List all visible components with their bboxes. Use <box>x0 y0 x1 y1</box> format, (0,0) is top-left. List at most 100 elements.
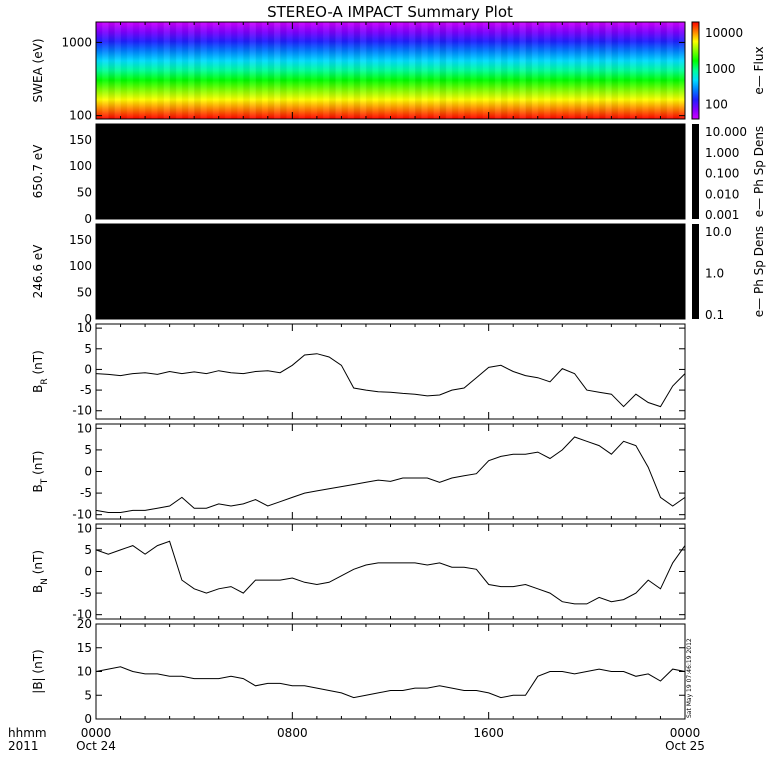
spectrogram-band <box>298 22 306 119</box>
timestamp-stamp: Sat May 19 07:46:19 2012 <box>686 638 693 718</box>
colorbar-tick-label: 0.010 <box>705 187 739 201</box>
spectrogram-band <box>145 22 152 119</box>
spectrogram-band <box>568 22 576 119</box>
y-tick-label: 100 <box>69 109 92 123</box>
colorbar-tick-label: 10000 <box>705 26 743 40</box>
y-axis-label: SWEA (eV) <box>31 38 45 102</box>
spectrogram-band <box>654 22 661 119</box>
y-tick-label: 150 <box>69 233 92 247</box>
spectrogram-band <box>635 22 643 119</box>
spectrogram-band <box>513 22 520 119</box>
spectrogram-band <box>556 22 563 119</box>
spectrogram-band <box>372 22 379 119</box>
y-tick-label: 5 <box>84 342 92 356</box>
y-tick-label: 10 <box>77 665 92 679</box>
spectrogram-band <box>310 22 318 119</box>
pitch-angle-map <box>96 124 685 219</box>
spectrogram-band <box>494 22 502 119</box>
spectrogram-band <box>218 22 226 119</box>
y-tick-label: -10 <box>72 508 92 522</box>
y-tick-label: 20 <box>77 617 92 631</box>
x-tick-label: 0000 <box>670 726 701 740</box>
spectrogram <box>96 22 685 119</box>
spectrogram-band <box>666 22 674 119</box>
panel-2: 10.000 1.000 0.100 0.010 0.001 e— Ph Sp Dens 1… <box>31 123 766 226</box>
spectrogram-band <box>151 22 158 119</box>
spectrogram-band <box>488 22 496 119</box>
spectrogram-band <box>163 22 171 119</box>
spectrogram-band <box>267 22 275 119</box>
spectrogram-band <box>611 22 619 119</box>
spectrogram-band <box>305 22 312 119</box>
panel-5: 10 5 0 -5 -10 BT (nT) <box>31 421 686 522</box>
y-tick-label: -5 <box>80 383 92 397</box>
panel-frame <box>95 523 686 620</box>
spectrogram-band <box>525 22 533 119</box>
colorbar-tick-label: 0.1 <box>705 308 724 322</box>
spectrogram-band <box>365 22 373 119</box>
y-tick-label: 50 <box>77 186 92 200</box>
spectrogram-band <box>126 22 134 119</box>
spectrogram-band <box>586 22 594 119</box>
y-tick-label: 15 <box>77 641 92 655</box>
colorbar-tick-label: 1000 <box>705 62 736 76</box>
spectrogram-band <box>439 22 447 119</box>
spectrogram-band <box>169 22 177 119</box>
spectrogram-band <box>402 22 410 119</box>
spectrogram-band <box>623 22 631 119</box>
spectrogram-band <box>132 22 140 119</box>
spectrogram-band <box>206 22 213 119</box>
panel-3: 10.0 1.0 0.1 e— Ph Sp Dens 150 100 50 0 246.6 eV <box>31 223 766 326</box>
spectrogram-band <box>102 22 109 119</box>
y-tick-label: -10 <box>72 608 92 622</box>
spectrogram-band <box>108 22 115 119</box>
spectrogram-band <box>262 22 269 119</box>
spectrogram-band <box>445 22 453 119</box>
colorbar-tick-label: 0.100 <box>705 167 739 181</box>
spectrogram-band <box>451 22 459 119</box>
field-trace <box>95 666 686 699</box>
colorbar <box>692 224 699 319</box>
x-date-label: Oct 25 <box>665 739 705 753</box>
panel-4: 10 5 0 -5 -10 BR (nT) <box>31 321 686 420</box>
spectrogram-band <box>592 22 600 119</box>
colorbar-label: e— Ph Sp Dens <box>752 226 766 317</box>
panel-frame <box>95 623 686 720</box>
y-tick-label: 10 <box>77 321 92 335</box>
spectrogram-band <box>483 22 490 119</box>
spectrogram-band <box>212 22 220 119</box>
y-axis-label: BT (nT) <box>31 451 50 493</box>
spectrogram-band <box>175 22 183 119</box>
spectrogram-band <box>617 22 625 119</box>
y-tick-label: -5 <box>80 586 92 600</box>
spectrogram-band <box>391 22 398 119</box>
spectrogram-band <box>470 22 477 119</box>
colorbar <box>692 124 699 219</box>
spectrogram-band <box>580 22 588 119</box>
field-trace <box>95 436 686 513</box>
y-tick-label: 100 <box>69 159 92 173</box>
spectrogram-band <box>347 22 355 119</box>
spectrogram-band <box>433 22 441 119</box>
spectrogram-band <box>457 22 465 119</box>
x-tick-label: 0000 <box>81 726 112 740</box>
spectrogram-band <box>562 22 569 119</box>
spectrogram-band <box>249 22 257 119</box>
spectrogram-band <box>114 22 122 119</box>
y-axis-label: BN (nT) <box>31 550 50 593</box>
spectrogram-band <box>237 22 244 119</box>
colorbar-label: e— Ph Sp Dens <box>752 126 766 217</box>
spectrogram-band <box>464 22 471 119</box>
spectrogram-band <box>200 22 207 119</box>
pitch-angle-map <box>96 224 685 319</box>
panel-frame <box>95 423 686 520</box>
colorbar-tick-label: 10.0 <box>705 225 732 239</box>
colorbar-tick-label: 10.000 <box>705 125 747 139</box>
x-tick-label: 1600 <box>473 726 504 740</box>
spectrogram-band <box>550 22 557 119</box>
spectrogram-band <box>292 22 299 119</box>
y-tick-label: 5 <box>84 543 92 557</box>
y-tick-label: -5 <box>80 486 92 500</box>
spectrogram-band <box>188 22 195 119</box>
spectrogram-band <box>421 22 428 119</box>
